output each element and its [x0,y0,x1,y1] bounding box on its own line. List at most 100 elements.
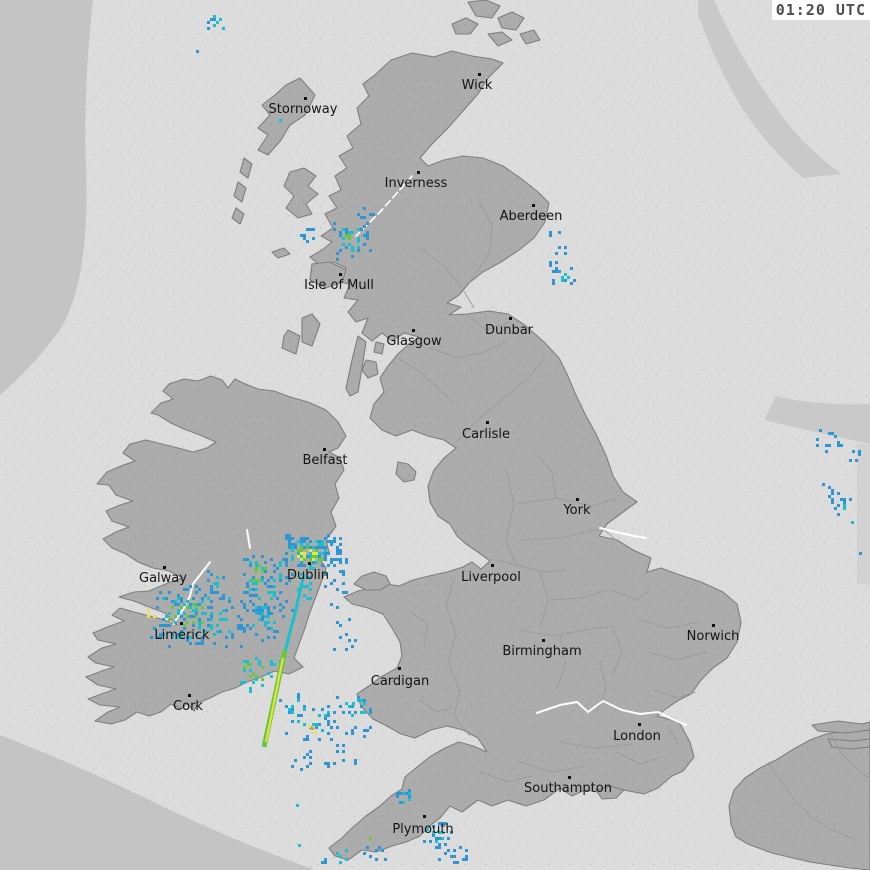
rain-cell [402,792,405,795]
rain-cell [264,606,267,609]
city-label: Birmingham [502,644,581,659]
rain-cell [267,627,270,630]
rain-cell [309,540,312,543]
rain-cell [348,711,351,714]
rain-cell [849,459,852,462]
rain-cell [327,765,330,768]
rain-cell [330,561,333,564]
rain-cell [318,546,321,549]
rain-cell [267,621,270,624]
rain-cell [336,750,339,753]
rain-cell [165,597,168,600]
rain-cell [816,438,819,441]
rain-cell [288,543,291,546]
rain-cell [396,795,399,798]
rain-cell [189,642,192,645]
rain-cell [174,621,177,624]
rain-cell [273,570,276,573]
rain-cell [255,612,258,615]
rain-cell [174,603,177,606]
rain-cell [315,546,318,549]
city-cork: Cork [173,694,203,714]
rain-cell [261,555,264,558]
rain-cell [342,750,345,753]
rain-cell [348,618,351,621]
rain-cell [837,513,840,516]
rain-cell [249,687,252,690]
rain-cell [297,588,300,591]
rain-cell [345,849,348,852]
rain-cell [309,588,312,591]
rain-cell [186,600,189,603]
rain-cell [252,594,255,597]
rain-cell [180,630,183,633]
rain-cell [207,624,210,627]
rain-cell [849,498,852,501]
rain-cell [351,732,354,735]
rain-cell [351,249,354,252]
rain-cell [462,858,465,861]
rain-cell [285,534,288,537]
rain-cell [828,495,831,498]
rain-cell [216,591,219,594]
rain-cell [201,621,204,624]
city-label: Southampton [524,781,612,796]
rain-cell [339,558,342,561]
rain-cell [438,858,441,861]
rain-cell [195,633,198,636]
rain-cell [198,627,201,630]
rain-cell [318,552,321,555]
city-marker [180,622,183,625]
rain-cell [168,591,171,594]
rain-cell [171,600,174,603]
rain-cell [249,663,252,666]
radar-spoke-artifact [283,619,295,653]
rain-cell [240,624,243,627]
rain-cell [303,540,306,543]
rain-cell [246,582,249,585]
rain-cell [261,666,264,669]
rain-cell [837,504,840,507]
city-label: Aberdeen [500,209,563,224]
rain-cell [363,699,366,702]
rain-cell [219,597,222,600]
rain-cell [306,765,309,768]
rain-cell [300,540,303,543]
rain-cell [201,612,204,615]
rain-cell [162,624,165,627]
rain-cell [324,585,327,588]
rain-cell [336,606,339,609]
rain-cell [312,567,315,570]
rain-cell [435,846,438,849]
rain-cell [345,228,348,231]
rain-cell [336,258,339,261]
rain-cell [311,727,314,730]
rain-cell [453,861,456,864]
rain-cell [177,612,180,615]
rain-cell [282,615,285,618]
rain-cell [240,600,243,603]
rain-cell [333,558,336,561]
rain-cell [327,723,330,726]
rain-cell [354,711,357,714]
rain-cell [258,660,261,663]
rain-cell [324,558,327,561]
rain-cell [327,534,330,537]
rain-cell [309,552,312,555]
rain-cell [294,546,297,549]
rain-cell [270,576,273,579]
rain-cell [369,249,372,252]
rain-cell [177,603,180,606]
rain-cell [246,663,249,666]
rain-cell [339,561,342,564]
city-marker [423,815,426,818]
rain-cell [342,759,345,762]
city-galway: Galway [139,566,187,586]
city-marker [491,564,494,567]
rain-cell [843,498,846,501]
rain-cell [270,591,273,594]
rain-cell [207,618,210,621]
rain-cell [423,840,426,843]
rain-cell [342,711,345,714]
